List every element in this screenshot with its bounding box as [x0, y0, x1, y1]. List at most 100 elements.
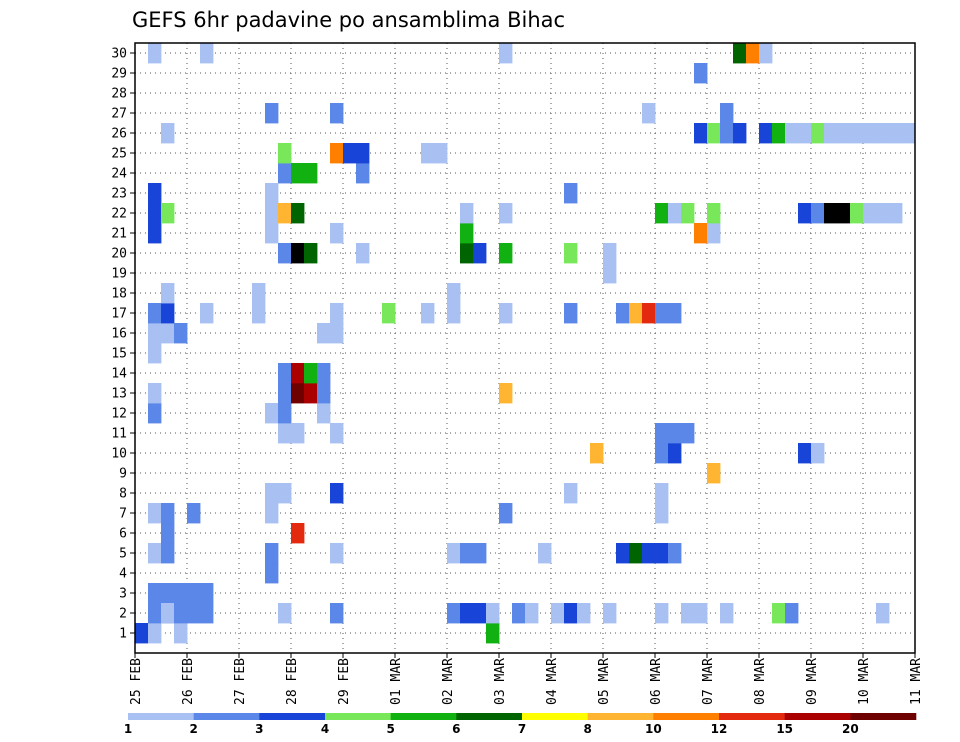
y-tick-label: 30: [111, 47, 127, 62]
y-tick-label: 25: [111, 147, 127, 162]
heatmap-cell: [720, 603, 734, 624]
heatmap-cell: [460, 223, 474, 244]
heatmap-cell: [265, 503, 279, 524]
heatmap-cell: [148, 383, 162, 404]
heatmap-cell: [161, 603, 175, 624]
heatmap-cell: [720, 103, 734, 124]
heatmap-cell: [460, 543, 474, 564]
heatmap-cell: [161, 283, 175, 304]
heatmap-cell: [265, 103, 279, 124]
legend-label: 4: [321, 722, 329, 736]
heatmap-cell: [278, 423, 292, 444]
heatmap-cell: [304, 163, 318, 184]
heatmap-cell: [564, 183, 578, 204]
y-tick-label: 16: [111, 327, 127, 342]
heatmap-cell: [148, 543, 162, 564]
heatmap-cell: [304, 243, 318, 264]
heatmap-cell: [499, 43, 513, 64]
y-tick-label: 14: [111, 367, 127, 382]
heatmap-cell: [252, 283, 266, 304]
heatmap-cell: [343, 143, 357, 164]
heatmap-cell: [252, 303, 266, 324]
heatmap-cell: [785, 123, 799, 144]
heatmap-cell: [330, 223, 344, 244]
heatmap-cell: [265, 543, 279, 564]
heatmap-cell: [642, 303, 656, 324]
x-tick-label: 07 MAR: [701, 658, 716, 705]
heatmap-cell: [356, 243, 370, 264]
heatmap-cell: [655, 203, 669, 224]
heatmap-cell: [616, 303, 630, 324]
heatmap-cell: [603, 603, 617, 624]
heatmap-cell: [278, 203, 292, 224]
heatmap-cell: [161, 303, 175, 324]
heatmap-cell: [564, 303, 578, 324]
heatmap-cell: [278, 143, 292, 164]
heatmap-cell: [148, 303, 162, 324]
heatmap-cell: [174, 603, 188, 624]
x-tick-label: 27 FEB: [233, 658, 248, 705]
y-tick-label: 11: [111, 427, 127, 442]
y-tick-label: 4: [119, 567, 127, 582]
heatmap-cell: [564, 243, 578, 264]
heatmap-cell: [161, 203, 175, 224]
heatmap-cell: [265, 203, 279, 224]
heatmap-cell: [148, 43, 162, 64]
heatmap-cell: [148, 503, 162, 524]
heatmap-cell: [681, 423, 695, 444]
heatmap-cell: [265, 563, 279, 584]
heatmap-cell: [616, 543, 630, 564]
heatmap-cell: [356, 163, 370, 184]
heatmap-cell: [148, 323, 175, 344]
heatmap-cell: [538, 543, 552, 564]
heatmap-cell: [291, 383, 305, 404]
y-tick-label: 28: [111, 87, 127, 102]
heatmap-cell: [655, 303, 669, 324]
heatmap-cell: [148, 203, 162, 224]
legend-swatch: [128, 713, 194, 720]
heatmap-cell: [889, 123, 903, 144]
heatmap-cell: [889, 203, 903, 224]
heatmap-cell: [278, 383, 292, 404]
heatmap-cell: [200, 43, 214, 64]
y-tick-label: 7: [119, 507, 127, 522]
heatmap-cell: [694, 63, 708, 84]
heatmap-cell: [265, 183, 279, 204]
heatmap-cell: [577, 603, 591, 624]
heatmap-cell: [655, 543, 669, 564]
heatmap-cell: [707, 223, 721, 244]
heatmap-cell: [499, 303, 513, 324]
legend-label: 7: [518, 722, 526, 736]
legend-label: 12: [711, 722, 728, 736]
heatmap-cell: [863, 123, 877, 144]
legend-label: 20: [842, 722, 859, 736]
heatmap-cell: [642, 543, 656, 564]
heatmap-cell: [837, 203, 851, 224]
y-tick-label: 15: [111, 347, 127, 362]
legend-swatch: [325, 713, 391, 720]
heatmap-cell: [655, 443, 669, 464]
heatmap-cell: [798, 203, 812, 224]
heatmap-cell: [772, 603, 786, 624]
heatmap-cell: [473, 543, 487, 564]
heatmap-cell: [278, 163, 292, 184]
heatmap-cell: [694, 123, 708, 144]
legend-label: 15: [776, 722, 793, 736]
heatmap-cell: [876, 603, 890, 624]
heatmap-cell: [668, 543, 682, 564]
y-tick-label: 3: [119, 587, 127, 602]
heatmap-cell: [694, 223, 708, 244]
heatmap-cell: [291, 423, 305, 444]
x-tick-label: 02 MAR: [441, 658, 456, 705]
heatmap-cell: [330, 603, 344, 624]
heatmap-cell: [148, 343, 162, 364]
heatmap-cell: [434, 143, 448, 164]
heatmap-cell: [317, 403, 331, 424]
heatmap-cell: [525, 603, 539, 624]
y-tick-label: 17: [111, 307, 127, 322]
y-tick-label: 24: [111, 167, 127, 182]
y-tick-label: 18: [111, 287, 127, 302]
heatmap-cell: [499, 503, 513, 524]
x-tick-label: 11 MAR: [909, 658, 924, 705]
